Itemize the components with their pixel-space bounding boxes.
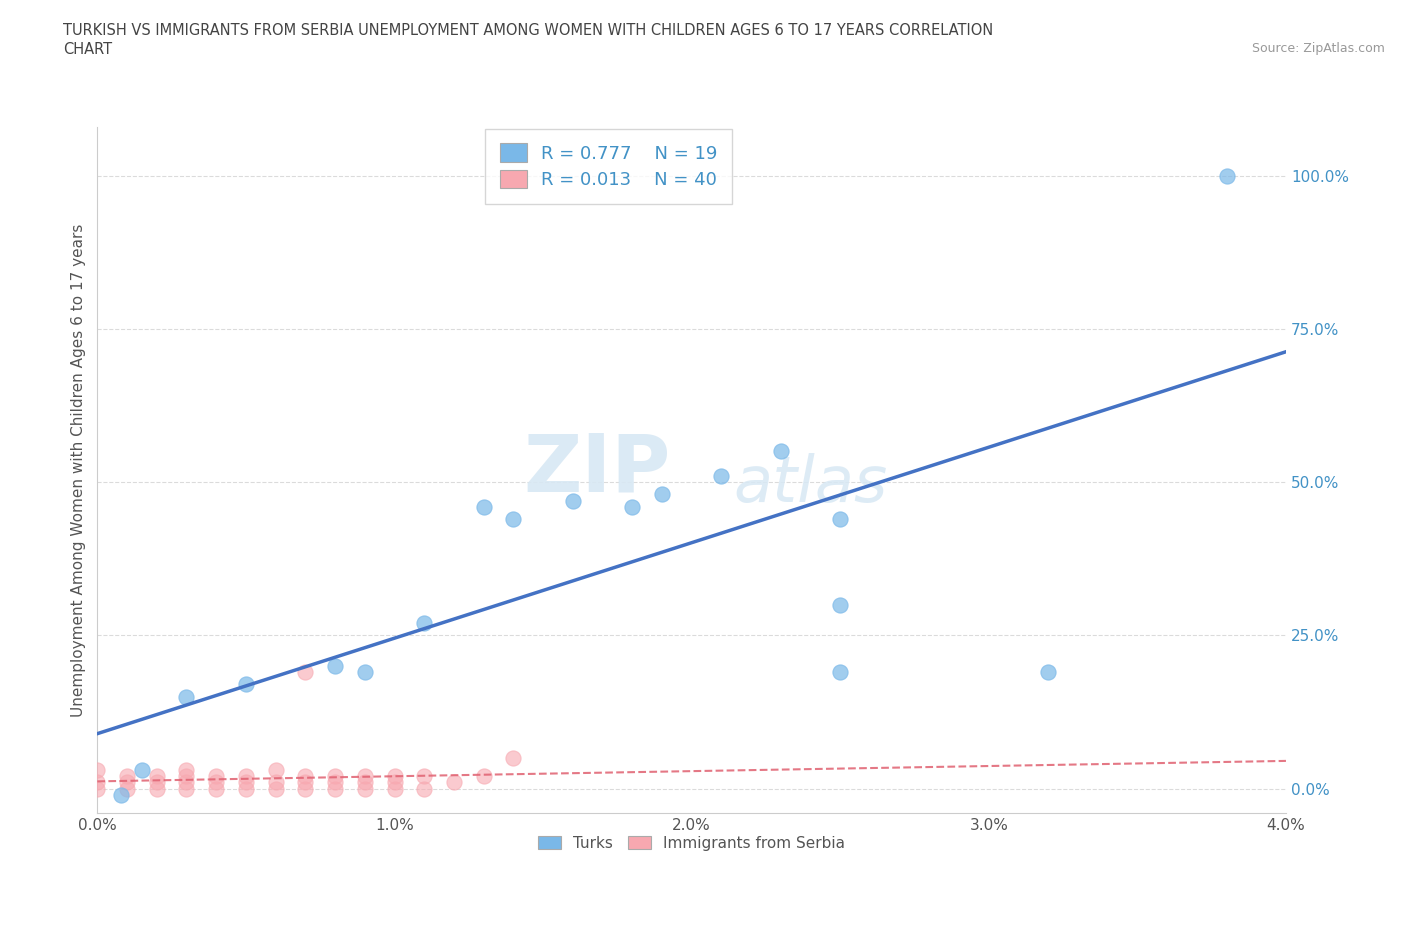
Point (294, 775, 316, 790)
Point (1215, 168, 1237, 183)
Point (651, 487, 673, 502)
Point (472, 769, 495, 784)
Point (110, 788, 132, 803)
Point (830, 597, 852, 612)
Point (115, 769, 138, 784)
Point (710, 469, 733, 484)
Point (413, 616, 436, 631)
Point (264, 763, 287, 777)
Point (235, 769, 257, 784)
Y-axis label: Unemployment Among Women with Children Ages 6 to 17 years: Unemployment Among Women with Children A… (72, 223, 86, 716)
Point (86, 763, 108, 777)
Point (115, 781, 138, 796)
Text: ZIP: ZIP (523, 431, 671, 509)
Point (323, 769, 346, 784)
Point (146, 769, 169, 784)
Point (384, 781, 406, 796)
Point (235, 775, 257, 790)
Point (176, 763, 198, 777)
Text: TURKISH VS IMMIGRANTS FROM SERBIA UNEMPLOYMENT AMONG WOMEN WITH CHILDREN AGES 6 : TURKISH VS IMMIGRANTS FROM SERBIA UNEMPL… (63, 23, 994, 38)
Point (294, 781, 316, 796)
Point (1038, 665, 1060, 680)
Point (769, 444, 792, 458)
Point (353, 775, 375, 790)
Point (502, 751, 524, 765)
Point (176, 781, 198, 796)
Point (830, 512, 852, 526)
Point (323, 781, 346, 796)
Text: Source: ZipAtlas.com: Source: ZipAtlas.com (1251, 42, 1385, 55)
Point (472, 499, 495, 514)
Point (146, 781, 169, 796)
Point (443, 775, 465, 790)
Point (86, 781, 108, 796)
Point (235, 781, 257, 796)
Point (146, 775, 169, 790)
Point (205, 781, 228, 796)
Point (353, 769, 375, 784)
Point (294, 769, 316, 784)
Point (830, 665, 852, 680)
Legend: Turks, Immigrants from Serbia: Turks, Immigrants from Serbia (531, 830, 852, 857)
Point (384, 769, 406, 784)
Point (502, 512, 524, 526)
Point (384, 775, 406, 790)
Point (86, 775, 108, 790)
Point (294, 665, 316, 680)
Point (115, 775, 138, 790)
Point (176, 689, 198, 704)
Point (205, 769, 228, 784)
Text: atlas: atlas (734, 453, 887, 514)
Point (561, 493, 583, 508)
Point (131, 763, 153, 777)
Point (621, 499, 644, 514)
Point (413, 781, 436, 796)
Point (323, 658, 346, 673)
Point (353, 665, 375, 680)
Point (205, 775, 228, 790)
Point (264, 781, 287, 796)
Point (235, 677, 257, 692)
Text: CHART: CHART (63, 42, 112, 57)
Point (176, 769, 198, 784)
Point (264, 775, 287, 790)
Point (353, 781, 375, 796)
Point (323, 775, 346, 790)
Point (176, 775, 198, 790)
Point (413, 769, 436, 784)
